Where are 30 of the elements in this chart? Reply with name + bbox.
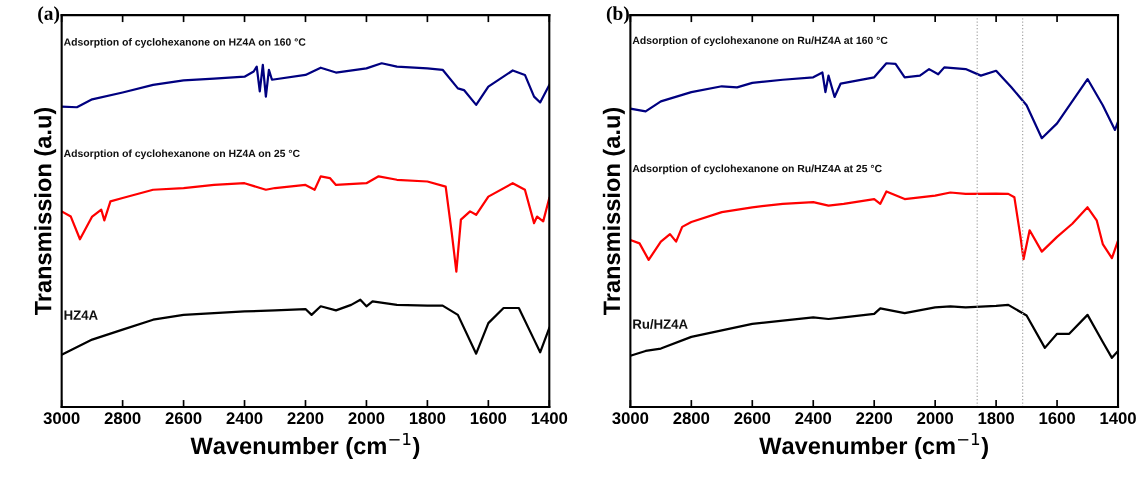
x-tick-label: 3000	[43, 412, 80, 425]
y-axis-title: Transmission (a.u)	[34, 107, 57, 316]
series-label: Ru/HZ4A	[633, 319, 688, 329]
x-tick-label: 2000	[348, 412, 385, 425]
text: Adsorption of cyclohexanone on HZ4A on 160 °C	[63, 38, 306, 48]
series-label: Adsorption of cyclohexanone on Ru/HZ4A at 25 °C	[632, 164, 882, 175]
series-label: Adsorption of cyclohexanone on Ru/HZ4A at 160 °C	[632, 36, 888, 47]
chart-title: (a)	[38, 6, 60, 24]
x-tick-label: 2200	[287, 412, 324, 425]
x-axis-title: Wavenumber (cm$^{−1}$)	[759, 432, 988, 459]
x-tick-label: 2800	[104, 412, 141, 425]
x-tick-label: 2600	[734, 412, 771, 425]
x-tick-label: 1400	[1100, 412, 1136, 425]
x-tick-label: 1800	[978, 412, 1014, 425]
series-label: HZ4A	[64, 310, 98, 320]
x-tick-label: 3000	[612, 412, 649, 425]
x-tick-label: 1600	[1039, 412, 1075, 425]
text: Adsorption of cyclohexanone on HZ4A on 25 °C	[63, 149, 300, 160]
x-tick-label: 2400	[226, 412, 263, 425]
y-axis-title: Transmission (a.u)	[602, 107, 625, 316]
x-tick-label: 2400	[795, 412, 832, 425]
x-tick-label: 1800	[409, 412, 446, 425]
x-tick-label: 2000	[917, 412, 954, 425]
x-tick-label: 1600	[470, 412, 507, 425]
x-tick-label: 2600	[165, 412, 202, 425]
x-axis-title: Wavenumber (cm$^{−1}$)	[190, 432, 420, 459]
x-tick-label: 2800	[673, 412, 710, 425]
chart-title: (b)	[606, 6, 629, 24]
x-tick-label: 1400	[531, 412, 568, 425]
x-tick-label: 2200	[856, 412, 893, 425]
